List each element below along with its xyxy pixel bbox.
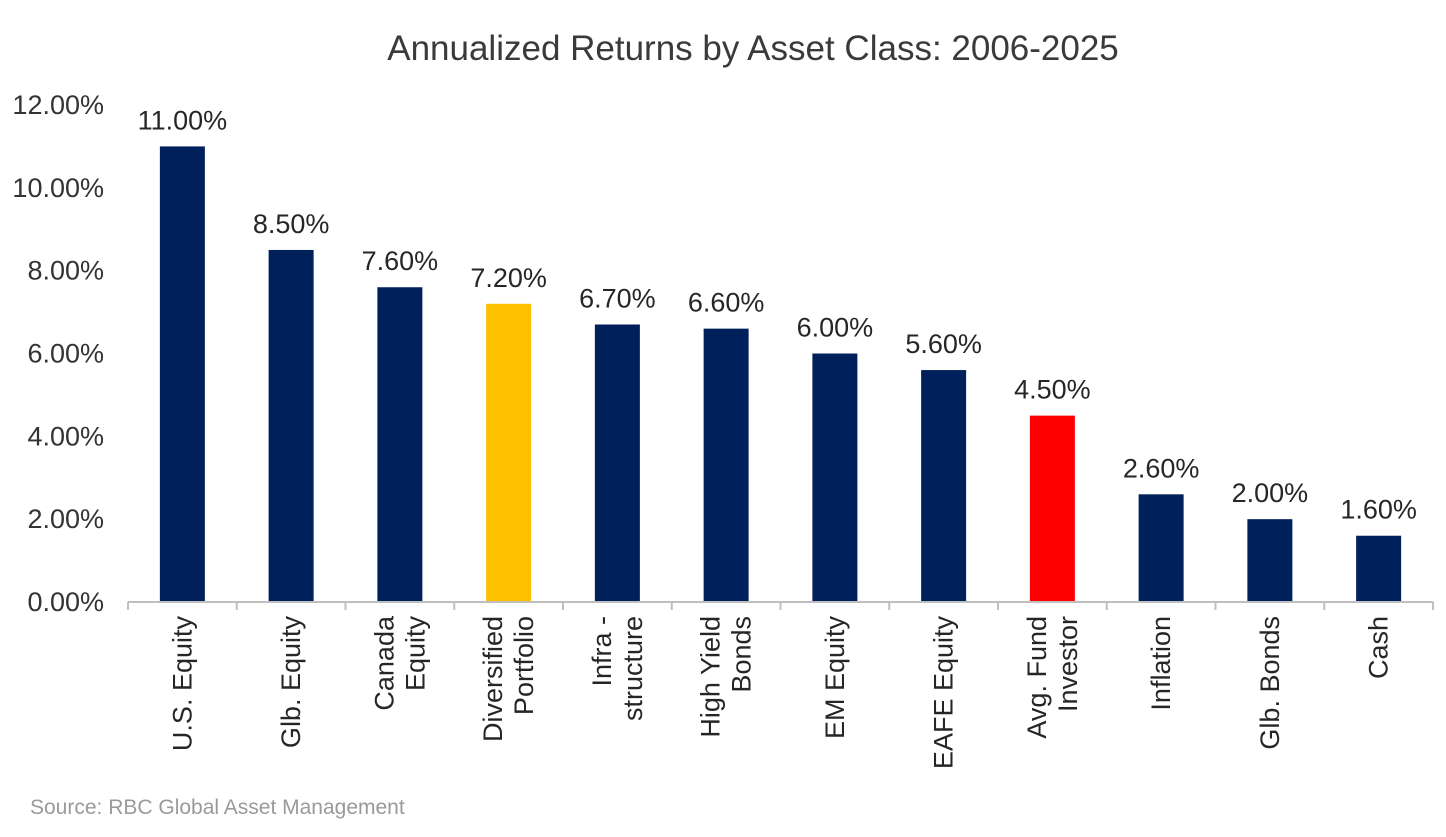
category-label: Infra - structure xyxy=(587,616,648,721)
data-label: 5.60% xyxy=(905,329,982,359)
bar xyxy=(594,324,640,602)
bar xyxy=(377,287,423,602)
category-label-line: Equity xyxy=(400,616,430,692)
y-axis: 0.00% 2.00% 4.00% 6.00% 8.00% 10.00% 12.00% xyxy=(12,90,104,617)
bar xyxy=(1138,494,1184,602)
data-label: 4.50% xyxy=(1014,375,1091,405)
data-label: 6.00% xyxy=(797,313,874,343)
y-tick-label: 6.00% xyxy=(27,339,104,369)
source-note: Source: RBC Global Asset Management xyxy=(30,796,405,819)
bar xyxy=(486,303,532,602)
category-label-line: Avg. Fund xyxy=(1022,616,1052,739)
bar xyxy=(268,249,314,603)
data-label: 8.50% xyxy=(253,209,330,239)
y-tick-label: 12.00% xyxy=(12,90,104,120)
bar xyxy=(1356,535,1402,602)
y-tick-label: 0.00% xyxy=(27,587,104,617)
category-label: Canada Equity xyxy=(369,615,430,711)
category-label: U.S. Equity xyxy=(167,616,197,752)
chart-title: Annualized Returns by Asset Class: 2006-… xyxy=(387,29,1119,68)
category-label-line: Inflation xyxy=(1146,616,1176,711)
category-label-line: Infra - xyxy=(587,616,617,687)
category-label-line: Cash xyxy=(1364,616,1394,679)
category-label-line: Bonds xyxy=(727,616,757,693)
category-label-line: Investor xyxy=(1053,616,1083,712)
data-label: 2.00% xyxy=(1232,478,1309,508)
data-label: 7.20% xyxy=(470,263,547,293)
data-label: 6.70% xyxy=(579,284,656,314)
category-label: Diversified Portfolio xyxy=(478,616,539,742)
bar xyxy=(1247,519,1293,602)
x-axis: U.S. Equity Glb. Equity Canada Equity Divers… xyxy=(127,601,1434,770)
category-label-line: EM Equity xyxy=(820,616,850,740)
bar xyxy=(159,146,205,602)
data-label: 11.00% xyxy=(138,105,228,135)
category-label-line: EAFE Equity xyxy=(929,616,959,770)
category-label: High Yield Bonds xyxy=(696,616,757,738)
category-label-line: Glb. Equity xyxy=(276,616,306,749)
data-label: 6.60% xyxy=(688,288,765,318)
category-label: Cash xyxy=(1364,616,1394,679)
bar xyxy=(1029,415,1075,602)
bars xyxy=(159,146,1402,603)
bar xyxy=(921,370,967,602)
category-label-line: Portfolio xyxy=(509,616,539,715)
category-label-line: High Yield xyxy=(696,616,726,738)
data-label: 2.60% xyxy=(1123,453,1200,483)
category-label: Avg. Fund Investor xyxy=(1022,616,1083,739)
y-tick-label: 2.00% xyxy=(27,504,104,534)
bar xyxy=(703,328,749,602)
category-label: EM Equity xyxy=(820,616,850,740)
y-tick-label: 4.00% xyxy=(27,421,104,451)
category-label-line: structure xyxy=(618,616,648,721)
category-label: Glb. Equity xyxy=(276,616,306,749)
data-label: 7.60% xyxy=(362,246,439,276)
category-label: Inflation xyxy=(1146,616,1176,711)
y-tick-label: 8.00% xyxy=(27,256,104,286)
bar xyxy=(812,353,858,602)
category-label-line: Glb. Bonds xyxy=(1255,616,1285,750)
category-label-line: Diversified xyxy=(478,616,508,742)
category-label: EAFE Equity xyxy=(929,616,959,770)
y-tick-label: 10.00% xyxy=(12,173,104,203)
data-label: 1.60% xyxy=(1340,495,1417,525)
data-labels: 11.00% 8.50% 7.60% 7.20% 6.70% 6.60% 6.00% 5.60… xyxy=(138,105,1417,524)
category-label: Glb. Bonds xyxy=(1255,616,1285,750)
category-label-line: Canada xyxy=(369,615,399,711)
category-label-line: U.S. Equity xyxy=(167,616,197,752)
